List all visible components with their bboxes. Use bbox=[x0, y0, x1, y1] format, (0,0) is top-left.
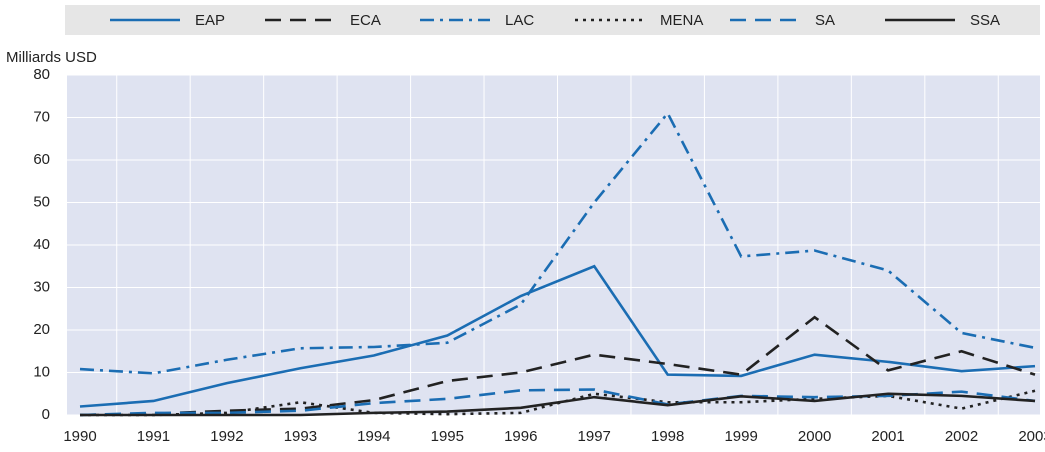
y-tick-label: 60 bbox=[33, 151, 50, 168]
legend-label: SSA bbox=[970, 12, 1000, 29]
x-tick-label: 2000 bbox=[798, 428, 831, 445]
legend-label: LAC bbox=[505, 12, 534, 29]
legend-label: EAP bbox=[195, 12, 225, 29]
legend-box bbox=[65, 5, 1040, 35]
x-tick-label: 1996 bbox=[504, 428, 537, 445]
legend-label: MENA bbox=[660, 12, 703, 29]
x-tick-label: 1993 bbox=[284, 428, 317, 445]
x-tick-label: 1995 bbox=[431, 428, 464, 445]
y-tick-label: 0 bbox=[42, 406, 50, 423]
y-tick-label: 70 bbox=[33, 108, 50, 125]
series-line bbox=[79, 315, 1036, 417]
x-tick-label: 2003 bbox=[1018, 428, 1045, 445]
y-tick-label: 10 bbox=[33, 363, 50, 380]
x-tick-label: 2001 bbox=[871, 428, 904, 445]
x-tick-label: 1998 bbox=[651, 428, 684, 445]
x-tick-label: 2002 bbox=[945, 428, 978, 445]
y-tick-label: 40 bbox=[33, 236, 50, 253]
y-tick-label: 80 bbox=[33, 66, 50, 83]
x-tick-label: 1990 bbox=[63, 428, 96, 445]
series-line bbox=[79, 388, 1036, 417]
x-tick-label: 1991 bbox=[137, 428, 170, 445]
y-axis-label: Milliards USD bbox=[6, 49, 97, 66]
x-tick-label: 1994 bbox=[357, 428, 390, 445]
x-tick-label: 1992 bbox=[210, 428, 243, 445]
x-tick-label: 1999 bbox=[724, 428, 757, 445]
y-tick-label: 20 bbox=[33, 321, 50, 338]
series-line bbox=[80, 392, 1036, 417]
y-tick-label: 50 bbox=[33, 193, 50, 210]
legend-label: ECA bbox=[350, 12, 381, 29]
x-tick-label: 1997 bbox=[578, 428, 611, 445]
legend-label: SA bbox=[815, 12, 835, 29]
series-line bbox=[79, 110, 1036, 375]
y-tick-label: 30 bbox=[33, 278, 50, 295]
